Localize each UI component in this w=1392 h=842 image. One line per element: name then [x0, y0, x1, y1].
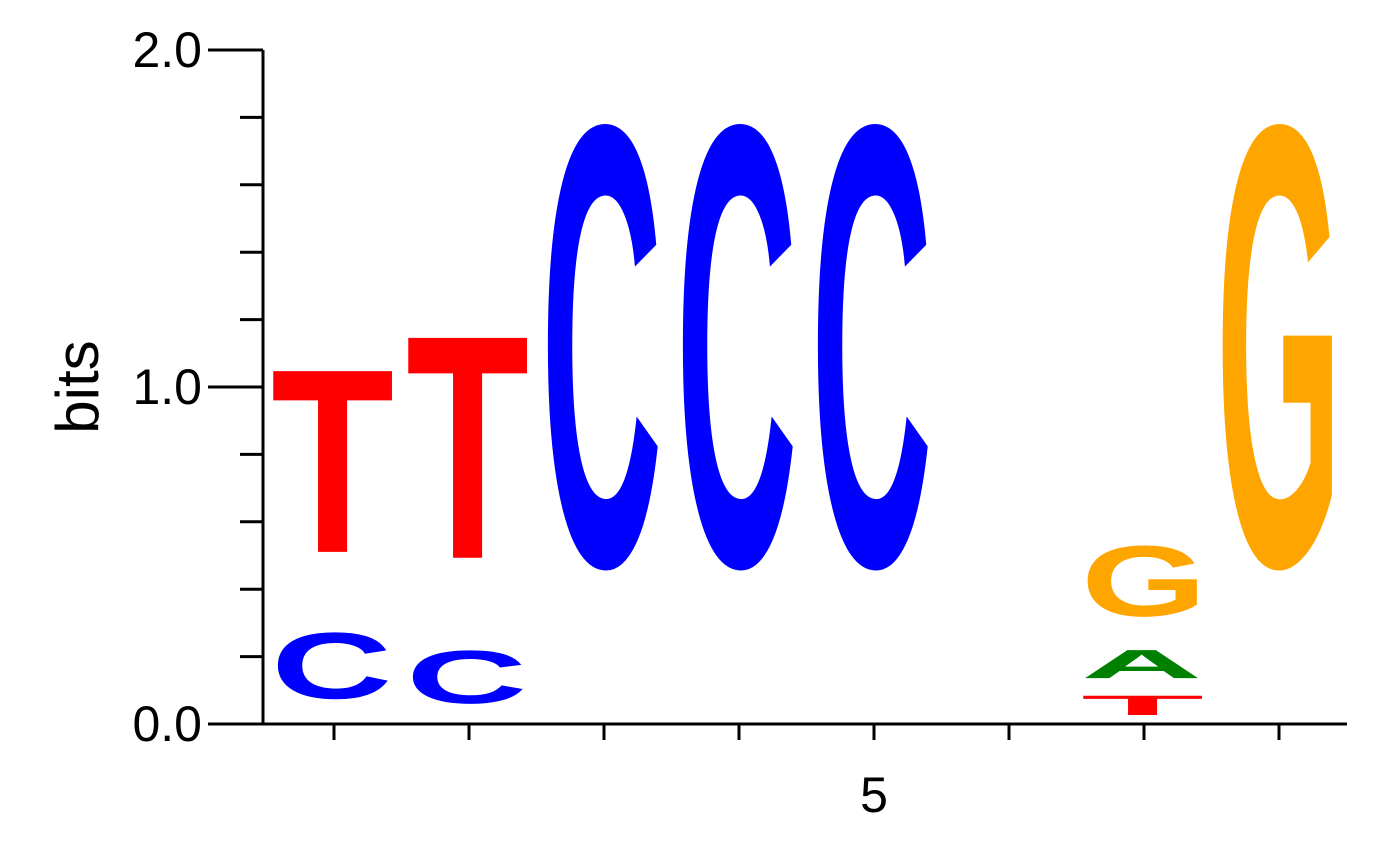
- y-axis-label: bits: [44, 340, 111, 433]
- logo-letter-g: G: [1081, 525, 1207, 638]
- logo-letter-c: C: [406, 635, 527, 720]
- x-axis: 5: [208, 722, 1347, 823]
- logo-letter-c: C: [676, 0, 797, 698]
- y-tick-label: 0.0: [132, 696, 202, 752]
- y-axis: 0.0 1.0 2.0: [132, 22, 265, 752]
- logo-letter-a: A: [1081, 641, 1202, 687]
- logo-letter-c: C: [811, 0, 932, 698]
- logo-letter-t: T: [406, 268, 529, 626]
- y-tick-label: 1.0: [132, 359, 202, 415]
- x-tick-label: 5: [860, 767, 888, 823]
- logo-letter-c: C: [541, 0, 662, 698]
- logo-letter-t: T: [1081, 690, 1204, 721]
- y-tick-label: 2.0: [132, 22, 202, 78]
- logo-letter-g: G: [1216, 0, 1342, 699]
- logo-letter-c: C: [271, 613, 392, 718]
- logo-letter-t: T: [271, 314, 394, 608]
